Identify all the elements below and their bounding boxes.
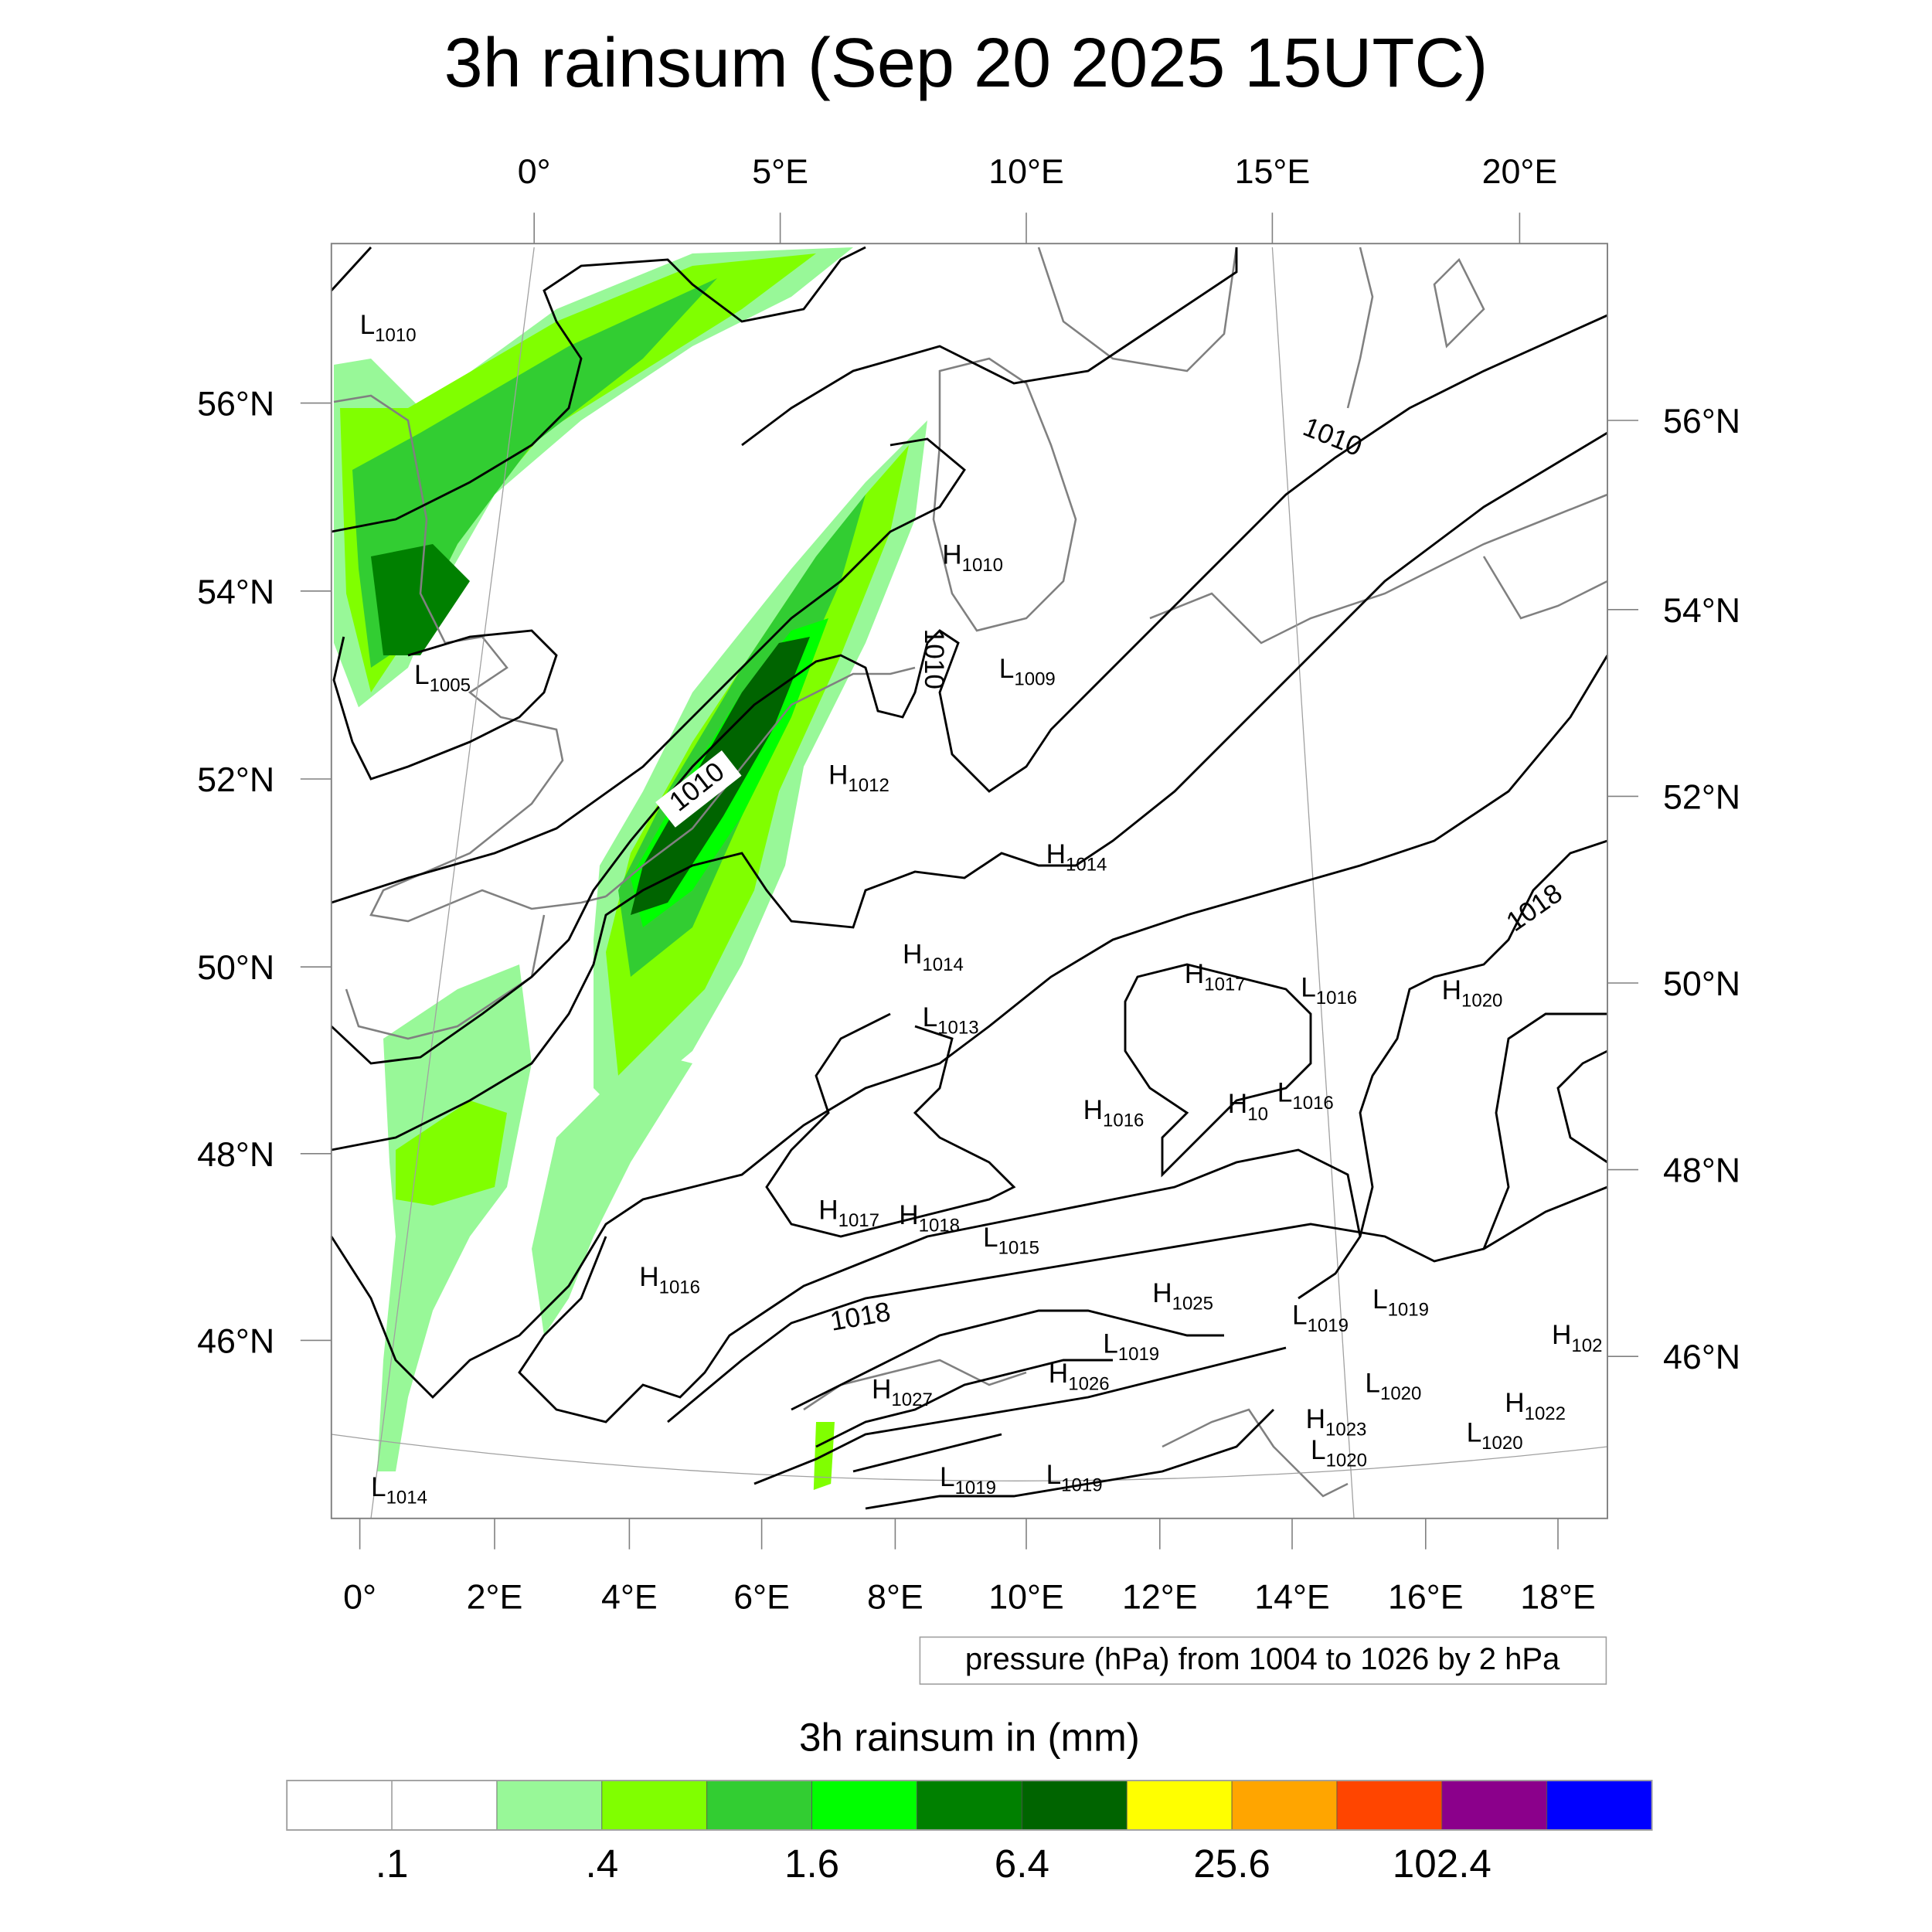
low-pressure-label: L1020 bbox=[1311, 1435, 1367, 1471]
top-lon-label: 5°E bbox=[752, 152, 808, 191]
high-pressure-label: H1016 bbox=[1083, 1095, 1145, 1131]
high-pressure-label: H1017 bbox=[1185, 959, 1246, 995]
bottom-lon-label: 18°E bbox=[1520, 1578, 1596, 1617]
colorbar-swatch bbox=[1336, 1780, 1443, 1831]
high-pressure-label: H1018 bbox=[899, 1200, 960, 1236]
colorbar-swatch bbox=[1231, 1780, 1338, 1831]
right-lat-label: 52°N bbox=[1663, 777, 1740, 816]
left-lat-label: 56°N bbox=[197, 385, 274, 423]
map-frame bbox=[330, 243, 1608, 1519]
colorbar-swatch bbox=[1126, 1780, 1233, 1831]
colorbar-swatch bbox=[917, 1780, 1022, 1831]
high-pressure-label: H1016 bbox=[639, 1262, 700, 1298]
isobar-label: 1018 bbox=[1501, 878, 1567, 937]
colorbar-swatch bbox=[286, 1780, 393, 1831]
isobars bbox=[330, 246, 1609, 1510]
isobar-label: 1010 bbox=[919, 629, 949, 689]
axis-ticks bbox=[300, 213, 1639, 1549]
colorbar-swatch bbox=[811, 1780, 917, 1831]
low-pressure-label: L1009 bbox=[999, 654, 1056, 690]
high-pressure-label: H1022 bbox=[1505, 1388, 1566, 1424]
high-pressure-label: H1027 bbox=[872, 1375, 933, 1411]
right-lat-label: 46°N bbox=[1663, 1338, 1740, 1376]
svg-text:1018: 1018 bbox=[828, 1297, 893, 1337]
top-lon-label: 10°E bbox=[988, 152, 1064, 191]
top-lon-label: 0° bbox=[518, 152, 551, 191]
high-pressure-label: H102 bbox=[1552, 1320, 1602, 1356]
low-pressure-label: L1019 bbox=[1103, 1328, 1159, 1365]
colorbar-tick-label: 25.6 bbox=[1193, 1842, 1270, 1886]
left-lat-label: 50°N bbox=[197, 948, 274, 987]
svg-text:1018: 1018 bbox=[1501, 878, 1567, 937]
right-lat-label: 48°N bbox=[1663, 1151, 1740, 1190]
colorbar-tick-label: 6.4 bbox=[995, 1842, 1049, 1886]
low-pressure-label: L1010 bbox=[360, 310, 417, 346]
top-lon-label: 15°E bbox=[1235, 152, 1311, 191]
low-pressure-label: L1019 bbox=[1372, 1284, 1429, 1321]
high-pressure-label: H1025 bbox=[1152, 1278, 1213, 1315]
isobar-label: 1018 bbox=[828, 1297, 893, 1337]
high-pressure-label: H1010 bbox=[942, 540, 1003, 577]
bottom-lon-label: 6°E bbox=[733, 1578, 790, 1617]
high-pressure-label: H1020 bbox=[1442, 975, 1503, 1012]
colorbar-tick-label: 102.4 bbox=[1393, 1842, 1492, 1886]
right-lat-label: 54°N bbox=[1663, 591, 1740, 630]
colorbar-swatch bbox=[496, 1780, 603, 1831]
top-lon-label: 20°E bbox=[1482, 152, 1558, 191]
low-pressure-label: L1019 bbox=[940, 1462, 996, 1498]
colorbar-swatch bbox=[1021, 1780, 1128, 1831]
colorbar-frame bbox=[286, 1780, 1653, 1831]
low-pressure-label: L1015 bbox=[983, 1223, 1039, 1259]
left-lat-label: 48°N bbox=[197, 1135, 274, 1174]
bottom-lon-label: 10°E bbox=[988, 1578, 1064, 1617]
low-pressure-label: L1014 bbox=[371, 1472, 427, 1509]
colorbar-tick-label: .4 bbox=[585, 1842, 618, 1886]
colorbar-tick-label: 1.6 bbox=[784, 1842, 839, 1886]
low-pressure-label: L1020 bbox=[1467, 1418, 1523, 1454]
high-pressure-label: H1014 bbox=[1046, 839, 1107, 876]
rain-field bbox=[334, 247, 927, 1490]
low-pressure-label: L1020 bbox=[1365, 1369, 1421, 1405]
high-pressure-label: H1012 bbox=[828, 760, 889, 796]
bottom-lon-label: 4°E bbox=[601, 1578, 658, 1617]
colorbar-tick-label: .1 bbox=[376, 1842, 409, 1886]
colorbar-swatch bbox=[601, 1780, 708, 1831]
bottom-lon-label: 16°E bbox=[1388, 1578, 1464, 1617]
bottom-lon-label: 2°E bbox=[467, 1578, 523, 1617]
colorbar-swatch bbox=[391, 1780, 498, 1831]
contour-info-box bbox=[919, 1636, 1607, 1685]
colorbar-title: 3h rainsum in (mm) bbox=[799, 1716, 1140, 1760]
colorbar-swatch bbox=[1441, 1780, 1548, 1831]
bottom-lon-label: 8°E bbox=[867, 1578, 923, 1617]
low-pressure-label: L1013 bbox=[923, 1002, 979, 1039]
high-pressure-label: H1014 bbox=[903, 939, 964, 975]
svg-text:1010: 1010 bbox=[919, 629, 949, 689]
low-pressure-label: L1016 bbox=[1301, 973, 1357, 1009]
right-lat-label: 50°N bbox=[1663, 964, 1740, 1003]
bottom-lon-label: 14°E bbox=[1254, 1578, 1330, 1617]
svg-text:1010: 1010 bbox=[1299, 412, 1366, 462]
bottom-lon-label: 0° bbox=[343, 1578, 376, 1617]
map-title: 3h rainsum (Sep 20 2025 15UTC) bbox=[444, 25, 1488, 102]
left-lat-label: 46°N bbox=[197, 1321, 274, 1360]
low-pressure-label: L1005 bbox=[414, 660, 471, 696]
high-pressure-label: H1026 bbox=[1049, 1359, 1110, 1395]
right-lat-label: 56°N bbox=[1663, 402, 1740, 440]
bottom-lon-label: 12°E bbox=[1122, 1578, 1198, 1617]
left-lat-label: 54°N bbox=[197, 573, 274, 611]
low-pressure-label: L1016 bbox=[1277, 1078, 1334, 1114]
high-pressure-label: H1017 bbox=[818, 1196, 879, 1232]
isobar-label: 1010 bbox=[1299, 412, 1366, 462]
colorbar-swatch bbox=[1546, 1780, 1653, 1831]
contour-info: pressure (hPa) from 1004 to 1026 by 2 hP… bbox=[965, 1642, 1560, 1676]
colorbar-swatch bbox=[706, 1780, 812, 1831]
left-lat-label: 52°N bbox=[197, 760, 274, 799]
